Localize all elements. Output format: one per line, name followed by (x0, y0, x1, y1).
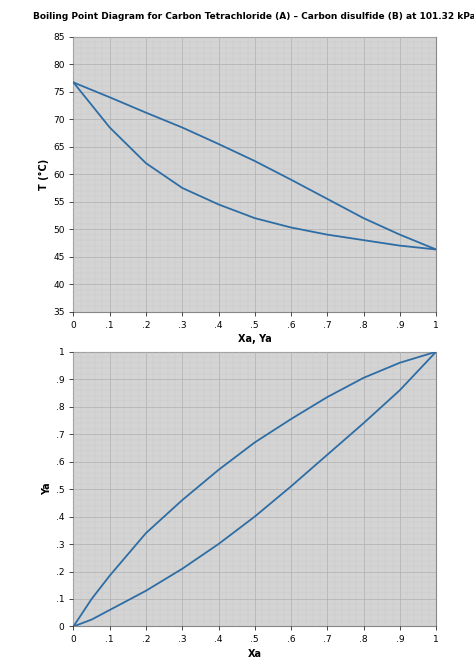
Y-axis label: T (°C): T (°C) (39, 159, 49, 190)
Y-axis label: Ya: Ya (42, 483, 52, 495)
X-axis label: Xa: Xa (248, 649, 262, 659)
X-axis label: Xa, Ya: Xa, Ya (238, 334, 272, 344)
Text: Boiling Point Diagram for Carbon Tetrachloride (A) – Carbon disulfide (B) at 101: Boiling Point Diagram for Carbon Tetrach… (33, 12, 474, 21)
